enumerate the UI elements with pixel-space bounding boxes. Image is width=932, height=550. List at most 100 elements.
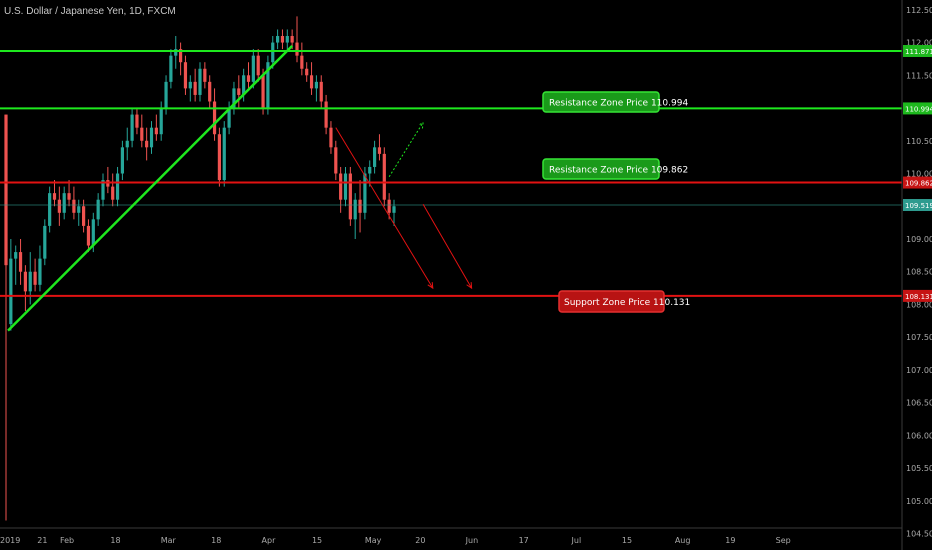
candle [101, 173, 105, 207]
x-tick-label: 19 [725, 536, 735, 545]
candle [246, 62, 251, 89]
candle-body [169, 55, 173, 82]
candle [319, 75, 323, 109]
candle-body [101, 180, 105, 200]
candle-body [276, 36, 280, 43]
candle [179, 42, 183, 76]
candle [140, 114, 144, 148]
candle-body [217, 134, 221, 181]
candle-body [96, 199, 100, 220]
candle-body [48, 193, 52, 226]
candle-body [91, 219, 95, 246]
candle [48, 186, 52, 233]
candle [222, 121, 226, 187]
candle [237, 75, 241, 109]
candle [309, 62, 314, 95]
candle [62, 186, 66, 220]
candle-body [387, 199, 391, 213]
current-price-tag-text: 109.519 [905, 202, 932, 210]
candle-body [290, 36, 294, 43]
candle-body [392, 206, 396, 213]
candle [183, 55, 188, 95]
trend-line [7, 44, 294, 332]
candle-body [368, 166, 372, 174]
forecast-arrow-head [466, 282, 473, 290]
candle-body [373, 147, 377, 167]
candle [271, 36, 275, 69]
candle [135, 108, 139, 135]
price-tags-layer: 111.871 110.994 109.862 108.131 109.519 [903, 45, 932, 302]
candle-body [382, 153, 386, 200]
resistance-zone-label-1[interactable]: Resistance Zone Price 110.994 [542, 91, 688, 113]
candle-body [305, 68, 309, 76]
y-tick-label: 105.500 [906, 464, 932, 473]
y-tick-label: 107.500 [906, 333, 932, 342]
candle-body [261, 75, 265, 109]
candle-body [227, 108, 231, 128]
candle [198, 62, 202, 102]
candle [38, 245, 42, 292]
level-price-tag: 110.994 [903, 102, 932, 115]
candle-body [348, 173, 352, 220]
candle [4, 114, 8, 521]
candle [130, 108, 134, 148]
candle-body [57, 199, 61, 213]
x-tick-label: Sep [776, 536, 791, 545]
candle [377, 134, 382, 161]
candle-body [72, 199, 76, 213]
candle-body [14, 252, 18, 259]
x-tick-label: 21 [37, 536, 47, 545]
candle [256, 49, 260, 82]
candle [43, 219, 47, 266]
candle-body [43, 225, 47, 259]
dotted-projection-arrow [388, 122, 424, 178]
candle [203, 62, 207, 89]
candle [348, 166, 352, 226]
candle-body [179, 49, 183, 63]
candle-body [295, 42, 299, 56]
candle [339, 166, 343, 213]
candle-body [67, 193, 71, 200]
candle [353, 193, 357, 239]
x-tick-label: Mar [161, 536, 177, 545]
candle [382, 147, 386, 207]
candle-body [314, 81, 318, 89]
candle-body [251, 55, 255, 82]
x-tick-label: May [365, 536, 382, 545]
candle-body [300, 55, 304, 69]
candle [373, 140, 377, 174]
candle-body [135, 114, 139, 128]
resistance-zone-label-2[interactable]: Resistance Zone Price 109.862 [542, 158, 688, 180]
candle [120, 140, 124, 181]
y-tick-label: 112.000 [906, 39, 932, 48]
forecast-arrow [422, 204, 473, 289]
candle [227, 101, 231, 135]
candle-body [334, 147, 338, 174]
level-price-tag-bg [903, 45, 932, 58]
projection-arrow-head [427, 282, 434, 290]
candle-body [130, 114, 134, 141]
candle-body [198, 68, 202, 95]
support-zone-label[interactable]: Support Zone Price 110.131 [558, 290, 690, 313]
candle-body [120, 147, 124, 174]
x-tick-label: Apr [262, 536, 277, 545]
candle-body [222, 127, 226, 181]
candle [329, 121, 333, 154]
candle [343, 166, 348, 207]
candle [285, 29, 289, 50]
x-tick-label: 18 [211, 536, 221, 545]
candle [208, 75, 212, 109]
candle [169, 49, 173, 89]
candle-body [363, 173, 367, 213]
candle [77, 199, 81, 226]
x-tick-label: Jul [571, 536, 582, 545]
candle-body [193, 81, 197, 95]
level-price-tag-bg [903, 289, 932, 302]
candle [86, 219, 91, 253]
level-price-tag: 111.871 [903, 45, 932, 58]
candle-body [358, 199, 362, 213]
candle-body [246, 75, 251, 82]
candle [251, 49, 255, 89]
